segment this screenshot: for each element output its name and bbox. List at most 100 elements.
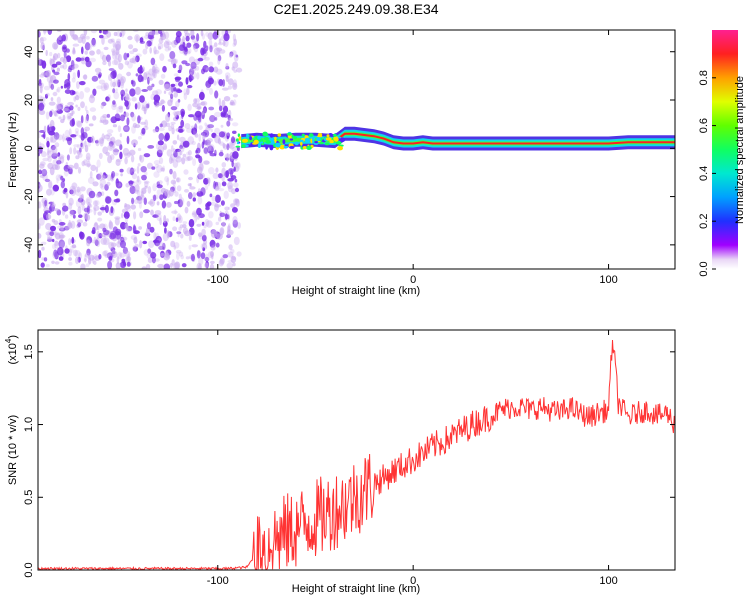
noise-blob bbox=[218, 259, 224, 267]
noise-blob bbox=[100, 115, 107, 124]
noise-blob bbox=[105, 96, 110, 102]
noise-blob bbox=[151, 83, 155, 88]
noise-blob bbox=[212, 31, 219, 40]
noise-blob bbox=[175, 217, 179, 223]
noise-blob bbox=[232, 82, 238, 90]
noise-blob bbox=[177, 69, 182, 74]
noise-blob bbox=[182, 153, 187, 158]
noise-blob bbox=[38, 102, 45, 111]
noise-blob bbox=[97, 73, 102, 79]
y-tick-label: -40 bbox=[23, 237, 35, 253]
noise-blob bbox=[141, 190, 144, 198]
noise-blob bbox=[86, 199, 90, 203]
noise-blob bbox=[83, 258, 87, 262]
noise-blob bbox=[75, 199, 83, 208]
noise-blob bbox=[172, 63, 177, 69]
noise-blob bbox=[78, 134, 82, 138]
noise-blob bbox=[126, 261, 131, 267]
noise-blob bbox=[195, 105, 203, 110]
noise-blob bbox=[111, 59, 118, 66]
noise-blob bbox=[57, 52, 61, 59]
noise-blob bbox=[227, 225, 231, 233]
noise-blob bbox=[84, 105, 88, 112]
noise-blob bbox=[210, 251, 214, 258]
noise-blob bbox=[134, 86, 141, 96]
snr-multiplier-base: (x10 bbox=[7, 343, 19, 364]
noise-blob bbox=[134, 184, 140, 192]
noise-blob bbox=[204, 122, 207, 126]
noise-blob bbox=[94, 200, 100, 206]
noise-blob bbox=[153, 69, 157, 79]
noise-blob bbox=[200, 101, 206, 106]
noise-blob bbox=[75, 189, 82, 197]
noise-blob bbox=[44, 210, 51, 214]
noise-blob bbox=[184, 230, 191, 237]
noise-blob bbox=[172, 159, 179, 168]
noise-blob bbox=[77, 106, 81, 111]
noise-blob bbox=[47, 147, 50, 156]
noise-blob bbox=[51, 152, 58, 157]
noise-blob bbox=[94, 238, 101, 246]
noise-blob bbox=[214, 127, 221, 135]
noise-blob bbox=[191, 244, 198, 248]
noise-blob bbox=[50, 225, 56, 232]
noise-blob bbox=[135, 35, 139, 44]
noise-blob bbox=[164, 83, 171, 92]
noise-blob bbox=[83, 74, 88, 80]
noise-blob bbox=[203, 106, 207, 114]
noise-blob bbox=[203, 160, 210, 165]
noise-blob bbox=[87, 176, 95, 185]
noise-blob bbox=[38, 82, 42, 86]
noise-blob bbox=[169, 168, 173, 175]
noise-blob bbox=[122, 147, 130, 156]
noise-blob bbox=[151, 65, 156, 73]
noise-blob bbox=[106, 137, 113, 142]
noise-blob bbox=[171, 145, 174, 152]
noise-blob bbox=[217, 138, 221, 145]
noise-blob bbox=[195, 154, 201, 159]
noise-blob bbox=[123, 112, 130, 118]
noise-blob bbox=[182, 41, 186, 49]
noise-blob bbox=[45, 93, 48, 99]
noise-blob bbox=[120, 93, 124, 101]
noise-blob bbox=[109, 230, 117, 240]
noise-blob bbox=[153, 194, 157, 201]
noise-blob bbox=[47, 30, 53, 35]
noise-blob bbox=[208, 61, 214, 67]
noise-blob bbox=[55, 88, 59, 93]
noise-blob bbox=[71, 90, 76, 95]
noise-blob bbox=[52, 42, 59, 50]
noise-blob bbox=[169, 51, 176, 60]
noise-blob bbox=[41, 151, 47, 158]
track-speckle bbox=[265, 140, 271, 144]
noise-blob bbox=[227, 214, 230, 220]
noise-blob bbox=[203, 108, 207, 114]
noise-blob bbox=[85, 60, 92, 68]
noise-blob bbox=[160, 35, 164, 41]
noise-blob bbox=[103, 134, 111, 140]
noise-blob bbox=[214, 194, 221, 203]
noise-blob bbox=[81, 142, 85, 150]
noise-blob bbox=[134, 243, 139, 248]
noise-blob bbox=[96, 159, 101, 168]
noise-blob bbox=[233, 69, 237, 73]
noise-blob bbox=[217, 42, 224, 46]
noise-blob bbox=[111, 50, 116, 56]
noise-blob bbox=[178, 147, 185, 153]
noise-blob bbox=[142, 240, 148, 245]
noise-blob bbox=[170, 123, 175, 130]
snr-ticks: -100 0 100 0.0 0.5 1.0 1.5 bbox=[23, 330, 675, 587]
noise-blob bbox=[141, 105, 145, 109]
noise-blob bbox=[129, 167, 135, 176]
noise-blob bbox=[193, 214, 198, 223]
noise-blob bbox=[141, 89, 148, 92]
noise-blob bbox=[233, 99, 237, 106]
noise-blob bbox=[146, 162, 153, 169]
noise-blob bbox=[54, 142, 60, 148]
noise-blob bbox=[127, 35, 133, 41]
noise-blob bbox=[57, 246, 64, 256]
noise-blob bbox=[173, 242, 180, 249]
noise-blob bbox=[100, 104, 104, 109]
noise-blob bbox=[117, 53, 122, 63]
noise-blob bbox=[133, 211, 137, 220]
